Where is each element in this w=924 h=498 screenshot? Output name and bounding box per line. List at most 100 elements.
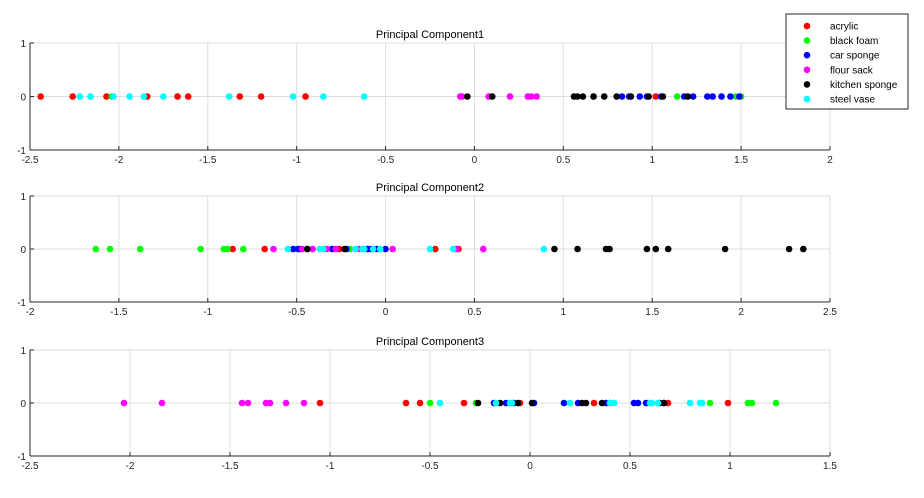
- x-tick-label: 0: [527, 461, 533, 472]
- data-point: [389, 245, 396, 253]
- x-tick-label: 1: [649, 155, 655, 166]
- data-point: [627, 93, 635, 100]
- data-point: [652, 245, 660, 253]
- data-point: [376, 245, 384, 253]
- data-point: [184, 93, 192, 100]
- subplots: -2.5 -2 -1.5 -1 -0.5 0 0.5 1 1.5 2 -1 0 1 Principal C…: [17, 29, 837, 472]
- data-point: [634, 399, 642, 407]
- x-tick-label: -1: [326, 461, 335, 472]
- x-tick-label: 0: [472, 155, 478, 166]
- data-point: [582, 399, 590, 407]
- legend-label: car sponge: [830, 51, 880, 62]
- data-point: [110, 93, 117, 100]
- data-point: [238, 399, 246, 407]
- data-point: [229, 245, 236, 253]
- data-point: [718, 93, 725, 100]
- legend-marker: [803, 51, 811, 59]
- data-point: [158, 399, 166, 407]
- subplot-title: Principal Component3: [376, 336, 484, 348]
- data-point: [613, 93, 620, 100]
- data-point: [289, 245, 297, 253]
- data-point: [369, 245, 377, 253]
- y-tick-label: -1: [17, 146, 26, 157]
- data-point: [514, 399, 522, 407]
- x-tick-label: -0.5: [421, 461, 439, 472]
- x-tick-label: -1.5: [110, 307, 128, 318]
- y-tick-label: -1: [17, 298, 26, 309]
- data-point: [673, 93, 681, 100]
- x-tick-label: 1: [727, 461, 733, 472]
- data-point: [689, 93, 697, 100]
- data-point: [402, 399, 410, 407]
- data-point: [648, 399, 656, 407]
- legend-marker: [803, 66, 811, 74]
- x-tick-label: 2: [738, 307, 744, 318]
- x-tick-label: 0.5: [623, 461, 637, 472]
- data-point: [654, 399, 662, 407]
- data-point: [660, 399, 668, 407]
- subplot-title: Principal Component1: [376, 29, 484, 41]
- legend-box: [785, 13, 909, 110]
- data-point: [464, 93, 471, 100]
- data-point: [103, 93, 110, 100]
- data-point: [618, 93, 626, 100]
- x-tick-label: 1: [561, 307, 567, 318]
- legend-label: black foam: [830, 36, 878, 47]
- x-tick-label: 0: [383, 307, 389, 318]
- data-point: [284, 245, 292, 253]
- data-point: [309, 245, 316, 253]
- data-point: [727, 93, 734, 100]
- data-point: [636, 93, 644, 100]
- data-point: [76, 93, 84, 100]
- series-steel-vase: [284, 245, 548, 253]
- data-point: [652, 93, 660, 100]
- legend-marker: [803, 37, 811, 44]
- data-point: [590, 399, 598, 407]
- data-point: [224, 245, 231, 253]
- x-tick-label: -2: [26, 307, 35, 318]
- x-tick-label: -1.5: [221, 461, 239, 472]
- data-point: [721, 245, 729, 253]
- data-point: [772, 399, 780, 407]
- data-point: [426, 245, 434, 253]
- data-point: [236, 93, 244, 100]
- data-point: [643, 245, 651, 253]
- subplot-title: Principal Component2: [376, 182, 484, 194]
- y-tick-label: 1: [20, 346, 26, 357]
- data-point: [261, 245, 268, 253]
- data-point: [360, 93, 368, 100]
- data-point: [69, 93, 76, 100]
- data-point: [460, 399, 468, 407]
- data-point: [360, 245, 368, 253]
- data-point: [698, 399, 706, 407]
- data-point: [300, 399, 308, 407]
- x-tick-label: 0.5: [467, 307, 481, 318]
- x-tick-label: 0.5: [556, 155, 570, 166]
- series-kitchen-sponge: [464, 93, 692, 100]
- data-point: [474, 399, 482, 407]
- x-tick-label: -2.5: [21, 461, 39, 472]
- subplot-3: -2.5 -2 -1.5 -1 -0.5 0 0.5 1 1.5 -1 0 1 Principal Co…: [17, 336, 837, 472]
- x-tick-label: -2.5: [21, 155, 39, 166]
- data-point: [289, 93, 297, 100]
- legend-label: steel vase: [830, 95, 875, 106]
- data-point: [574, 245, 581, 253]
- x-tick-label: -1: [292, 155, 301, 166]
- data-point: [480, 245, 487, 253]
- data-point: [659, 93, 667, 100]
- series-car-sponge: [618, 93, 743, 100]
- data-point: [140, 93, 148, 100]
- legend-label: acrylic: [830, 22, 858, 33]
- data-point: [492, 399, 500, 407]
- data-point: [579, 93, 587, 100]
- data-point: [225, 93, 233, 100]
- data-point: [528, 399, 536, 407]
- data-point: [37, 93, 44, 100]
- legend-label: kitchen sponge: [830, 80, 898, 91]
- data-point: [551, 245, 558, 253]
- data-point: [610, 399, 618, 407]
- data-point: [126, 93, 133, 100]
- x-tick-label: 2.5: [823, 307, 837, 318]
- data-point: [566, 399, 574, 407]
